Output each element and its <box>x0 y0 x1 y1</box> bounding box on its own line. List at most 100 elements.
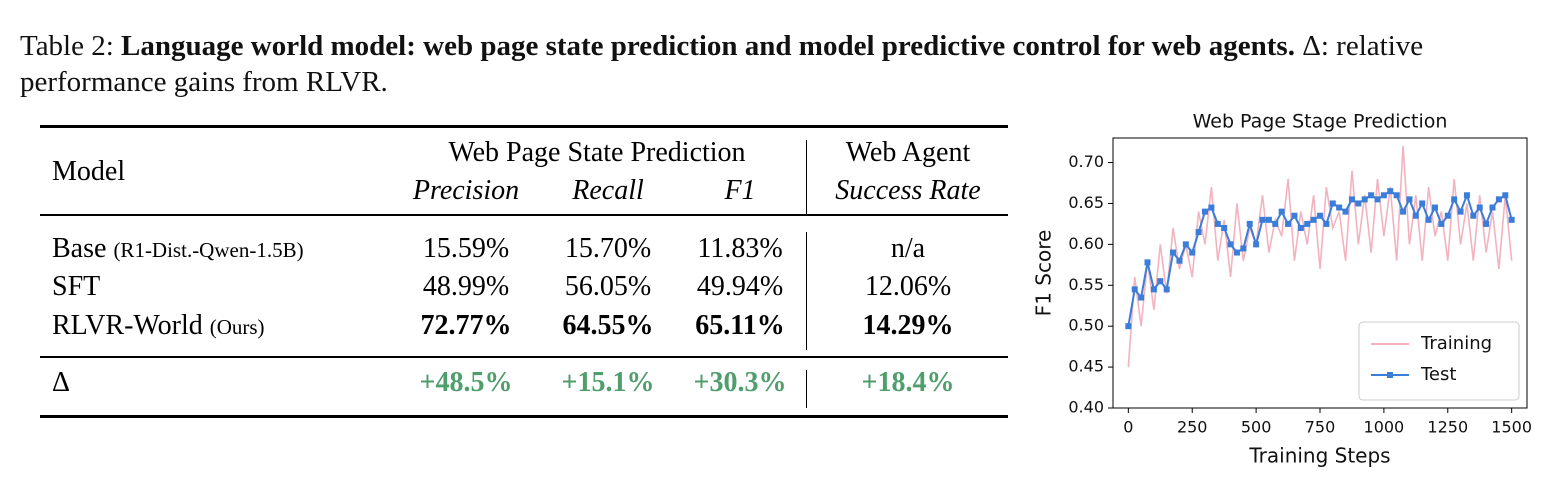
series-marker <box>1297 225 1304 231</box>
series-marker <box>1131 286 1138 293</box>
model-name: RLVR-World <box>52 310 203 341</box>
x-tick-label: 0 <box>1123 418 1133 437</box>
series-marker <box>1176 257 1183 264</box>
series-marker <box>1476 204 1483 211</box>
column-header: Success Rate <box>835 175 981 206</box>
series-marker <box>1361 196 1368 203</box>
series-marker <box>1374 196 1381 203</box>
series-marker <box>1304 220 1311 227</box>
delta-cell: +15.1% <box>561 367 655 398</box>
legend-label: Training <box>1420 333 1492 354</box>
series-marker <box>1387 188 1394 195</box>
x-tick-label: 250 <box>1177 418 1208 437</box>
model-cell: RLVR-World (Ours) <box>52 310 265 342</box>
column-header: Recall <box>572 175 644 206</box>
series-marker <box>1438 220 1445 227</box>
mid-rule <box>40 214 1008 216</box>
column-header: Model <box>52 156 126 187</box>
value-cell: 48.99% <box>422 271 510 302</box>
y-tick-label: 0.45 <box>1068 357 1104 376</box>
series-marker <box>1329 200 1336 207</box>
series-marker <box>1285 220 1292 227</box>
value-cell: 64.55% <box>562 310 654 341</box>
caption-bold: Language world model: web page state pre… <box>121 30 1295 62</box>
group-header: Web Agent <box>845 137 971 168</box>
model-cell: Base (R1-Dist.-Qwen-1.5B) <box>52 233 304 265</box>
y-tick-label: 0.60 <box>1068 234 1104 253</box>
series-marker <box>1163 286 1170 293</box>
value-cell: 14.29% <box>862 310 954 341</box>
caption-line: Table 2: Language world model: web page … <box>20 28 1545 100</box>
series-marker <box>1483 220 1490 227</box>
caption-label: Table 2: <box>20 30 114 62</box>
series-marker <box>1272 220 1279 227</box>
delta-label: Δ <box>52 367 71 398</box>
legend-box <box>1358 321 1520 401</box>
y-axis-label: F1 Score <box>1032 230 1056 317</box>
series-marker <box>1368 192 1375 199</box>
series-marker <box>1138 294 1145 301</box>
series-marker <box>1233 249 1240 256</box>
x-axis-label: Training Steps <box>1248 444 1390 468</box>
series-marker <box>1208 204 1215 211</box>
series-marker <box>1336 204 1343 211</box>
series-marker <box>1451 196 1458 203</box>
series-marker <box>1189 249 1196 256</box>
series-marker <box>1291 212 1298 219</box>
y-tick-label: 0.65 <box>1068 193 1104 212</box>
column-header: F1 <box>724 175 756 206</box>
series-marker <box>1125 323 1132 330</box>
column-header: Precision <box>412 175 520 206</box>
model-cell: SFT <box>52 271 100 303</box>
model-note: (Ours) <box>209 315 265 339</box>
series-marker <box>1195 229 1202 236</box>
model-name: SFT <box>52 271 101 302</box>
y-tick-label: 0.55 <box>1068 275 1104 294</box>
value-cell: 11.83% <box>697 233 783 264</box>
col-separator <box>806 370 807 408</box>
series-marker <box>1278 208 1285 215</box>
value-cell: 72.77% <box>420 310 512 341</box>
value-cell: 65.11% <box>695 310 785 341</box>
x-tick-label: 1250 <box>1427 418 1468 437</box>
series-marker <box>1495 196 1502 203</box>
series-marker <box>1348 196 1355 203</box>
value-cell: 15.59% <box>422 233 510 264</box>
model-name: Base <box>52 233 107 264</box>
series-marker <box>1259 216 1266 223</box>
x-tick-label: 500 <box>1241 418 1272 437</box>
series-marker <box>1355 200 1362 207</box>
series-marker <box>1393 192 1400 199</box>
value-cell: 12.06% <box>864 271 952 302</box>
series-marker <box>1157 278 1164 285</box>
series-marker <box>1182 241 1189 248</box>
value-cell: 15.70% <box>564 233 652 264</box>
series-marker <box>1432 204 1438 211</box>
series-marker <box>1317 212 1323 219</box>
mid-rule <box>40 356 1008 358</box>
y-tick-label: 0.70 <box>1068 152 1104 171</box>
series-marker <box>1265 216 1272 223</box>
series-marker <box>1150 286 1157 293</box>
series-marker <box>1425 216 1432 223</box>
series-marker <box>1489 204 1496 211</box>
series-marker <box>1214 220 1221 227</box>
series-marker <box>1419 200 1426 207</box>
delta-cell: +30.3% <box>693 367 787 398</box>
series-marker <box>1144 259 1151 266</box>
series-marker <box>1342 208 1349 215</box>
plot-frame <box>1112 137 1528 409</box>
series-marker <box>1221 225 1228 231</box>
series-marker <box>1323 220 1330 227</box>
group-header: Web Page State Prediction <box>448 137 746 168</box>
value-cell: n/a <box>890 233 926 264</box>
bottom-rule <box>40 415 1008 418</box>
legend-label: Test <box>1420 364 1456 385</box>
col-separator <box>806 232 807 350</box>
y-tick-label: 0.50 <box>1068 316 1104 335</box>
series-line <box>1127 146 1513 368</box>
model-note: (R1-Dist.-Qwen-1.5B) <box>113 238 304 262</box>
series-marker <box>1240 245 1247 252</box>
